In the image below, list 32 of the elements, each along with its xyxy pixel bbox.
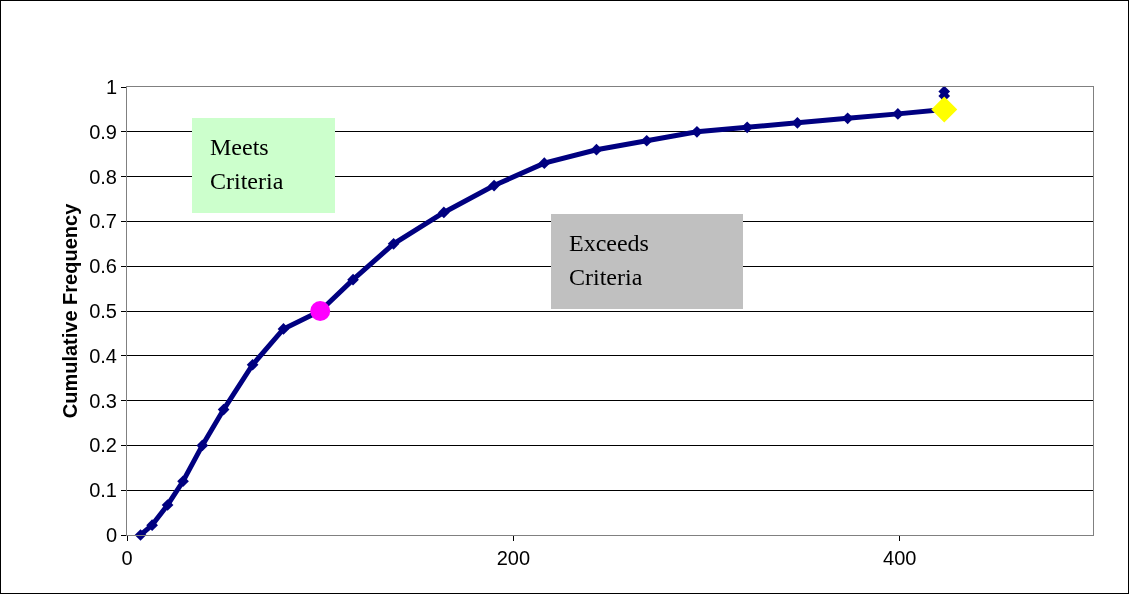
y-tick-label: 0 bbox=[105, 524, 117, 546]
y-tick-label: 0.6 bbox=[89, 255, 117, 278]
x-tick-label: 400 bbox=[883, 547, 917, 569]
point bbox=[196, 439, 209, 452]
point bbox=[177, 475, 189, 488]
note-box: Exceeds Criteria bbox=[551, 214, 743, 309]
point bbox=[931, 96, 958, 123]
point bbox=[438, 206, 450, 219]
y-axis-title: Cumulative Frequency bbox=[59, 202, 81, 419]
y-tick-label: 0.5 bbox=[89, 300, 117, 322]
point bbox=[134, 529, 147, 541]
point bbox=[538, 157, 551, 170]
point bbox=[146, 519, 158, 531]
y-tick-label: 0.3 bbox=[89, 389, 117, 412]
y-tick-label: 1 bbox=[105, 76, 117, 98]
x-tick-label: 200 bbox=[496, 547, 531, 569]
y-tick-label: 0.9 bbox=[89, 120, 117, 143]
point bbox=[246, 358, 259, 371]
y-tick-label: 0.8 bbox=[89, 165, 117, 188]
note-box: Meets Criteria bbox=[192, 118, 335, 213]
y-tick-label: 0.1 bbox=[89, 479, 117, 502]
y-tick-label: 0.2 bbox=[89, 434, 117, 457]
point bbox=[277, 323, 290, 335]
point bbox=[387, 237, 400, 250]
y-tick-label: 0.4 bbox=[89, 344, 117, 367]
y-tick-label: 0.7 bbox=[89, 210, 117, 233]
x-tick-label: 0 bbox=[121, 547, 133, 569]
point bbox=[217, 403, 230, 416]
point bbox=[347, 273, 359, 286]
point bbox=[161, 499, 174, 511]
point bbox=[488, 179, 500, 192]
point bbox=[310, 301, 331, 321]
